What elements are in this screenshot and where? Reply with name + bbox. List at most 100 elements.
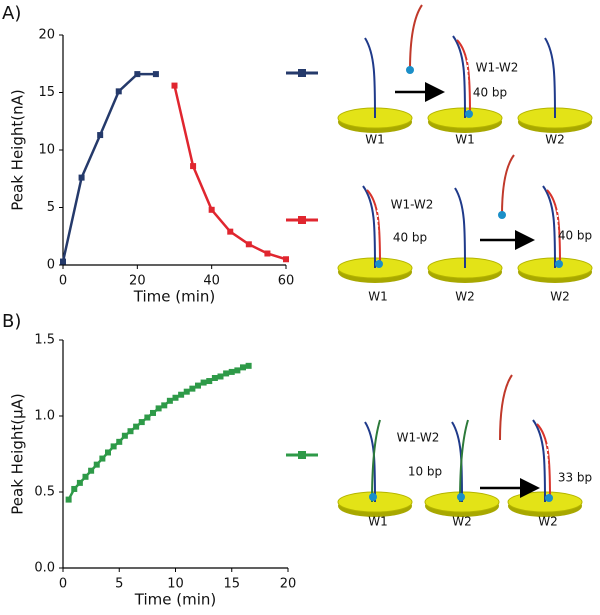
point [227,228,234,235]
scheme-label: W1-W2 [397,431,440,445]
point [234,367,241,374]
strand [454,187,466,269]
strand [459,419,469,503]
point [283,256,289,263]
electrode-label: W2 [538,515,558,529]
scheme-label: 10 bp [408,465,442,479]
x-tick-label: 20 [280,577,297,592]
label-bead [555,260,563,268]
x-tick-label: 40 [203,274,220,289]
x-axis-title: Time (min) [134,591,216,609]
point [228,368,235,375]
electrode-label: W1 [455,133,475,147]
point [155,405,162,412]
point [115,88,122,95]
point [97,132,104,139]
y-tick-label: 1.0 [34,409,55,424]
y-axis-title: Peak Height(nA) [9,89,27,210]
point [240,364,246,371]
strand [542,185,556,269]
series-line [61,72,156,262]
label-bead [457,493,465,501]
y-tick-label: 0.0 [34,561,55,576]
point [245,241,252,248]
x-axis-title: Time (min) [133,288,215,306]
scheme-label: 40 bp [558,229,592,243]
scheme-label: 40 bp [473,86,507,100]
point [150,409,156,416]
point [121,432,128,439]
point [88,467,95,474]
free-strand [409,4,423,71]
point [76,479,83,486]
scheme-label: 33 bp [558,471,592,485]
point [172,394,179,401]
point [217,373,224,380]
scheme-label: W1-W2 [476,61,519,75]
panel-label: B) [2,311,21,332]
x-tick-label: 10 [167,577,184,592]
label-bead [498,211,506,219]
electrode-label: W2 [455,290,475,304]
point [105,449,111,456]
x-tick-label: 20 [129,274,146,289]
legend-marker [298,216,306,224]
point [189,385,196,392]
point [127,428,134,435]
strand [452,35,466,119]
point [133,423,140,430]
x-tick-label: 15 [223,577,240,592]
point [223,370,230,377]
strand [532,419,546,503]
electrode-label: W2 [550,290,570,304]
x-tick-label: 60 [278,274,295,289]
x-tick-label: 0 [59,274,67,289]
point [245,362,252,369]
free-strand [501,154,515,216]
label-bead [406,66,414,74]
label-bead [465,110,473,118]
label-bead [369,493,377,501]
point [171,82,178,89]
point [65,496,72,503]
point [178,391,185,398]
panel-label: A) [2,3,21,24]
point [190,163,197,170]
y-tick-label: 15 [38,85,55,100]
legend-marker [298,69,306,77]
label-bead [375,260,383,268]
point [161,402,168,409]
electrode-label: W2 [452,515,472,529]
y-axis-title: Peak Height(μA) [9,393,27,514]
duplex-strand [536,423,551,499]
point [144,414,151,421]
x-tick-label: 0 [59,577,67,592]
point [116,438,123,445]
point [200,379,207,386]
y-tick-label: 0.5 [34,485,55,500]
point [208,206,215,213]
strand [371,419,381,503]
strand [364,37,376,119]
scheme-label: W1-W2 [391,198,434,212]
free-strand [499,374,513,441]
y-tick-label: 0 [47,258,55,273]
duplex-strand [456,39,471,115]
point [138,419,145,426]
point [264,250,271,257]
point [166,397,173,404]
point [60,258,66,265]
point [78,174,85,181]
electrode-label: W2 [545,133,565,147]
x-tick-label: 5 [115,577,123,592]
series-line [67,364,249,501]
point [152,71,159,78]
y-tick-label: 5 [47,200,55,215]
duplex-strand [366,189,381,265]
strand [451,421,463,503]
duplex-strand [546,189,561,265]
electrode-label: W1 [365,133,385,147]
point [82,473,89,480]
strand [544,37,556,119]
